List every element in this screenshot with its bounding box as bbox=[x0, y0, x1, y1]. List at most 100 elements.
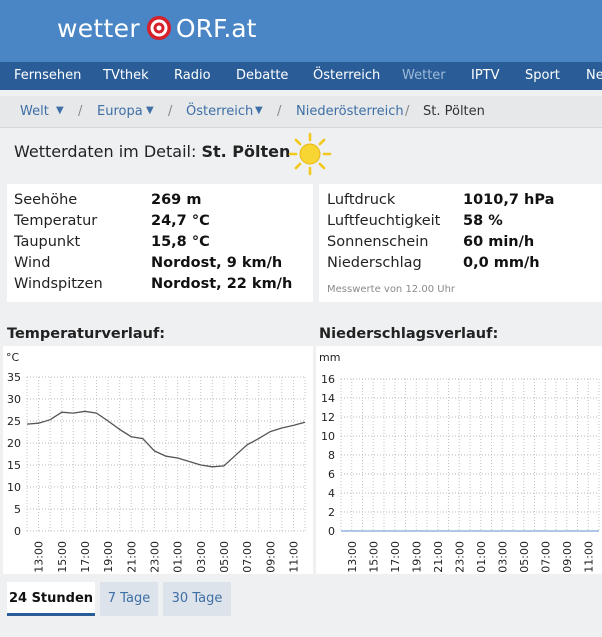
y-tick-label: 5 bbox=[14, 503, 21, 516]
value-niederschlag: 0,0 mm/h bbox=[463, 255, 540, 271]
label-seehoehe: Seehöhe bbox=[14, 192, 78, 208]
y-tick-label: 35 bbox=[7, 371, 21, 384]
nav-item-debatte[interactable]: Debatte bbox=[236, 68, 289, 83]
breadcrumb-europa[interactable]: Europa bbox=[97, 104, 143, 119]
x-tick-label: 07:00 bbox=[241, 541, 254, 573]
nav-item-radio[interactable]: Radio bbox=[174, 68, 211, 83]
y-tick-label: 2 bbox=[328, 506, 335, 519]
value-luftfeuchtigkeit: 58 % bbox=[463, 213, 503, 229]
value-taupunkt: 15,8 °C bbox=[151, 234, 210, 250]
value-windspitzen: Nordost, 22 km/h bbox=[151, 276, 293, 292]
x-tick-label: 17:00 bbox=[79, 541, 92, 573]
y-tick-label: 12 bbox=[321, 411, 335, 424]
breadcrumb-oesterreich[interactable]: Österreich bbox=[186, 104, 254, 119]
y-tick-label: 30 bbox=[7, 393, 21, 406]
sun-icon bbox=[288, 132, 332, 176]
y-tick-label: 0 bbox=[14, 525, 21, 538]
measurements-panel-left: Seehöhe 269 m Temperatur 24,7 °C Taupunk… bbox=[7, 184, 313, 302]
precipitation-chart-title: Niederschlagsverlauf: bbox=[319, 326, 499, 342]
breadcrumb-welt[interactable]: Welt bbox=[20, 104, 49, 119]
y-tick-label: 20 bbox=[7, 437, 21, 450]
measured-time-note: Messwerte von 12.00 Uhr bbox=[327, 284, 456, 295]
nav-item-sport[interactable]: Sport bbox=[525, 68, 560, 83]
x-tick-label: 09:00 bbox=[561, 541, 574, 573]
nav-item-tvthek[interactable]: TVthek bbox=[103, 68, 149, 83]
tab-24-stunden[interactable]: 24 Stunden bbox=[7, 582, 95, 616]
breadcrumb-niederoesterreich[interactable]: Niederösterreich bbox=[296, 104, 404, 119]
site-header: wetter ORF.at bbox=[0, 0, 602, 62]
x-tick-label: 09:00 bbox=[264, 541, 277, 573]
chevron-down-icon[interactable]: ▼ bbox=[255, 105, 263, 116]
label-wind: Wind bbox=[14, 255, 51, 271]
label-luftfeuchtigkeit: Luftfeuchtigkeit bbox=[327, 213, 441, 229]
breadcrumb-separator: / bbox=[277, 104, 282, 119]
logo-wetter-text: wetter bbox=[57, 13, 140, 43]
x-tick-label: 21:00 bbox=[125, 541, 138, 573]
nav-item-oesterreich[interactable]: Österreich bbox=[313, 68, 381, 83]
x-tick-label: 11:00 bbox=[287, 541, 300, 573]
value-seehoehe: 269 m bbox=[151, 192, 202, 208]
x-tick-label: 01:00 bbox=[172, 541, 185, 573]
x-tick-label: 15:00 bbox=[367, 541, 380, 573]
y-tick-label: 25 bbox=[7, 415, 21, 428]
time-range-tabs: 24 Stunden 7 Tage 30 Tage bbox=[0, 578, 602, 628]
y-tick-label: 0 bbox=[328, 525, 335, 538]
x-tick-label: 15:00 bbox=[56, 541, 69, 573]
tab-7-tage[interactable]: 7 Tage bbox=[100, 582, 158, 616]
value-sonnenschein: 60 min/h bbox=[463, 234, 535, 250]
x-tick-label: 13:00 bbox=[346, 541, 359, 573]
label-niederschlag: Niederschlag bbox=[327, 255, 422, 271]
label-taupunkt: Taupunkt bbox=[14, 234, 81, 250]
page-title: Wetterdaten im Detail: St. Pölten bbox=[14, 142, 290, 161]
x-tick-label: 01:00 bbox=[475, 541, 488, 573]
precipitation-chart: mm 0 2 4 6 8 10 12 14 16 13:00 15:00 17:00 19:00 21:0… bbox=[316, 346, 602, 574]
y-tick-label: 6 bbox=[328, 468, 335, 481]
chevron-down-icon[interactable]: ▼ bbox=[146, 105, 154, 116]
temperature-chart: °C 0 5 10 15 20 25 30 35 13:00 15:00 17:00 19:00 21:… bbox=[3, 346, 313, 574]
tab-30-tage[interactable]: 30 Tage bbox=[163, 582, 231, 616]
x-tick-label: 05:00 bbox=[518, 541, 531, 573]
x-tick-label: 23:00 bbox=[148, 541, 161, 573]
x-tick-label: 17:00 bbox=[389, 541, 402, 573]
x-tick-label: 23:00 bbox=[453, 541, 466, 573]
precipitation-unit: mm bbox=[319, 351, 341, 364]
y-tick-label: 10 bbox=[7, 481, 21, 494]
x-tick-label: 03:00 bbox=[195, 541, 208, 573]
label-luftdruck: Luftdruck bbox=[327, 192, 396, 208]
x-tick-label: 11:00 bbox=[582, 541, 595, 573]
label-temperatur: Temperatur bbox=[14, 213, 98, 229]
y-tick-label: 16 bbox=[321, 373, 335, 386]
series-line bbox=[26, 410, 306, 468]
x-tick-label: 07:00 bbox=[539, 541, 552, 573]
precipitation-chart-plot: 0 2 4 6 8 10 12 14 16 13:00 15:00 17:00 19:00 21:00 23… bbox=[321, 373, 600, 573]
page-title-location: St. Pölten bbox=[201, 142, 291, 161]
nav-item-more[interactable]: Ne bbox=[586, 68, 602, 83]
value-luftdruck: 1010,7 hPa bbox=[463, 192, 555, 208]
x-tick-label: 19:00 bbox=[102, 541, 115, 573]
orf-eye-icon bbox=[146, 16, 171, 40]
x-tick-label: 03:00 bbox=[496, 541, 509, 573]
x-tick-label: 21:00 bbox=[432, 541, 445, 573]
nav-item-fernsehen[interactable]: Fernsehen bbox=[14, 68, 82, 83]
page-title-prefix: Wetterdaten im Detail: bbox=[14, 142, 197, 161]
y-tick-label: 15 bbox=[7, 459, 21, 472]
breadcrumb-separator: / bbox=[78, 104, 83, 119]
measurements-panel-right: Luftdruck 1010,7 hPa Luftfeuchtigkeit 58… bbox=[319, 184, 602, 302]
x-tick-label: 19:00 bbox=[410, 541, 423, 573]
chevron-down-icon[interactable]: ▼ bbox=[56, 105, 64, 116]
nav-item-wetter[interactable]: Wetter bbox=[402, 68, 446, 83]
label-sonnenschein: Sonnenschein bbox=[327, 234, 429, 250]
breadcrumb-separator: / bbox=[168, 104, 173, 119]
y-tick-label: 8 bbox=[328, 449, 335, 462]
logo-orf-text: ORF.at bbox=[175, 13, 257, 43]
x-tick-label: 05:00 bbox=[218, 541, 231, 573]
breadcrumb-current: St. Pölten bbox=[423, 104, 485, 119]
y-tick-label: 14 bbox=[321, 392, 335, 405]
main-navigation: Fernsehen TVthek Radio Debatte Österreic… bbox=[0, 62, 602, 90]
value-wind: Nordost, 9 km/h bbox=[151, 255, 283, 271]
wetter-orf-logo[interactable]: wetter ORF.at bbox=[57, 8, 256, 48]
nav-item-iptv[interactable]: IPTV bbox=[471, 68, 500, 83]
x-tick-label: 13:00 bbox=[33, 541, 46, 573]
breadcrumb-separator: / bbox=[405, 104, 410, 119]
value-temperatur: 24,7 °C bbox=[151, 213, 210, 229]
